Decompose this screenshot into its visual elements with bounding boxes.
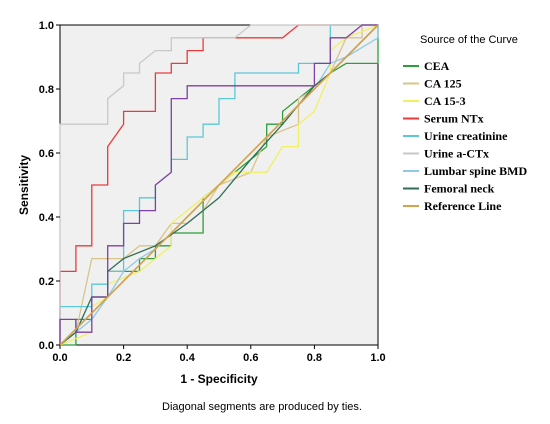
series-line-9 [59,24,379,346]
series-line-5 [59,24,378,345]
legend-label: CA 125 [424,77,462,91]
x-tick-label: 1.0 [370,352,385,364]
x-tick-label: 0.4 [180,352,196,364]
legend-label: Urine a-CTx [424,147,489,161]
y-tick-label: 0.8 [39,84,54,96]
series-layer [59,24,379,346]
legend-title: Source of the Curve [420,34,518,46]
footnote: Diagonal segments are produced by ties. [162,401,362,413]
legend-label: Lumbar spine BMD [424,164,527,178]
y-tick-label: 1.0 [39,20,54,32]
legend-label: Femoral neck [424,182,495,196]
series-line-8 [59,24,378,345]
x-tick-label: 0.6 [243,352,258,364]
legend-label: Reference Line [424,199,502,213]
legend: CEA CA 125 CA 15-3 Serum NTx Urine creatinin… [403,59,527,213]
x-tick-label: 0.0 [52,352,67,364]
legend-label: CA 15-3 [424,94,466,108]
x-tick-label: 0.8 [307,352,322,364]
x-tick-label: 0.2 [116,352,131,364]
y-tick-label: 0.6 [39,148,54,160]
legend-label: CEA [424,59,450,73]
tick-layer: 0.0 0.2 0.4 0.6 0.8 1.0 0.0 0.2 0.4 0.6 0.8 1.0 [39,20,386,364]
legend-label: Urine creatinine [424,129,508,143]
y-tick-label: 0.4 [39,212,55,224]
y-tick-label: 0.0 [39,340,54,352]
legend-label: Serum NTx [424,112,484,126]
y-tick-label: 0.2 [39,276,54,288]
y-axis-title: Sensitivity [17,155,31,215]
x-axis-title: 1 - Specificity [180,372,258,386]
